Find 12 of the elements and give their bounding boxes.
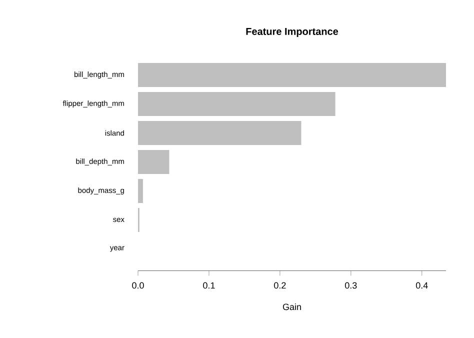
x-tick-label: 0.2 [274,282,286,289]
bar [138,92,336,116]
bar [138,150,170,174]
bar [138,120,302,146]
x-axis-title: Gain [282,303,301,310]
chart-title: Feature Importance [246,28,338,37]
bar [138,178,143,204]
x-tick-label: 0.3 [345,282,357,289]
x-tick-label: 0.1 [203,282,215,289]
bar [138,62,446,88]
x-tick-label: 0.0 [132,282,144,289]
x-tick-label: 0.4 [416,282,428,289]
